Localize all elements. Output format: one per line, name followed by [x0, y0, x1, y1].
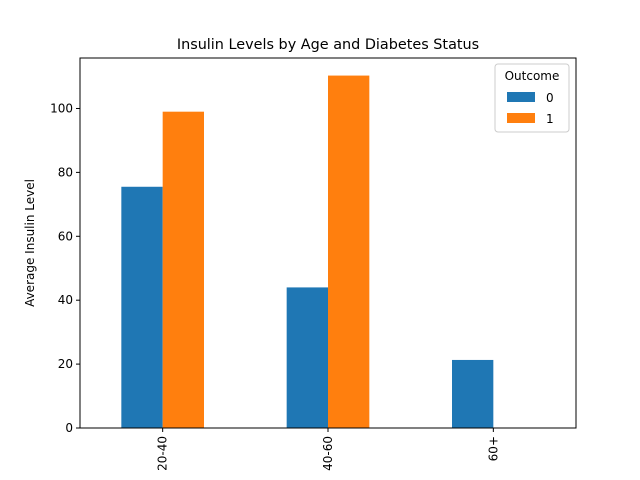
bars-group [121, 75, 494, 429]
y-axis-label: Average Insulin Level [23, 179, 37, 307]
chart-title: Insulin Levels by Age and Diabetes Statu… [177, 37, 479, 53]
legend-swatch-1 [507, 113, 535, 123]
y-tick-label: 20 [58, 357, 73, 371]
legend-label-0: 0 [546, 91, 554, 105]
x-tick-label-60+: 60+ [486, 436, 500, 461]
y-tick-label: 0 [65, 421, 73, 435]
bar-60+-outcome-0 [452, 359, 494, 428]
legend-label-1: 1 [546, 112, 554, 126]
bar-40-60-outcome-1 [328, 75, 370, 429]
x-axis-ticks: 20-40 40-60 60+ [156, 428, 500, 471]
y-axis-ticks: 0 20 40 60 80 100 [50, 101, 80, 435]
y-tick-label: 100 [50, 101, 73, 115]
bar-20-40-outcome-1 [162, 111, 204, 428]
bar-20-40-outcome-0 [121, 186, 163, 428]
plot-area-frame [79, 57, 577, 429]
y-tick-label: 80 [58, 165, 73, 179]
legend-title: Outcome [505, 69, 560, 83]
y-tick-label: 40 [58, 293, 73, 307]
legend: Outcome 0 1 [494, 63, 570, 133]
legend-swatch-0 [507, 92, 535, 102]
bar-40-60-outcome-0 [286, 287, 328, 428]
x-tick-label-40-60: 40-60 [321, 436, 335, 471]
x-tick-label-20-40: 20-40 [156, 436, 170, 471]
y-tick-label: 60 [58, 229, 73, 243]
